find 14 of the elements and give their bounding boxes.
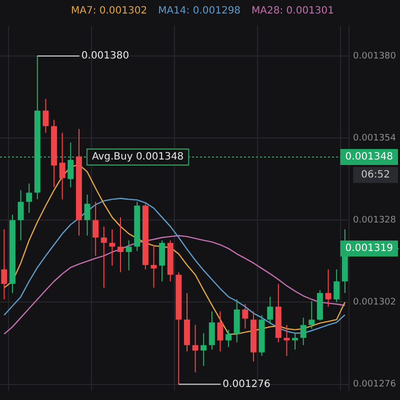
text: MA14: 0.001298 (158, 6, 241, 17)
text: MA28: 0.001301 (252, 6, 334, 17)
y-tick-label: 0.001276 (353, 380, 396, 390)
annotation: 0.001348 (345, 152, 394, 163)
y-tick-label: 0.001354 (353, 133, 396, 144)
text: MA7: 0.001302 (70, 6, 148, 17)
y-tick-label: 0.001380 (353, 51, 396, 62)
ref-line-label: Avg.Buy 0.001348 (92, 152, 184, 163)
annotation: 0.001380 (81, 50, 130, 62)
text: 06:52 (361, 170, 390, 181)
ref-line-label: 0.001319 (345, 243, 394, 254)
y-tick-label: 0.001302 (353, 298, 396, 308)
annotation: 0.001276 (222, 378, 270, 390)
y-tick-label: 0.001328 (353, 215, 396, 226)
